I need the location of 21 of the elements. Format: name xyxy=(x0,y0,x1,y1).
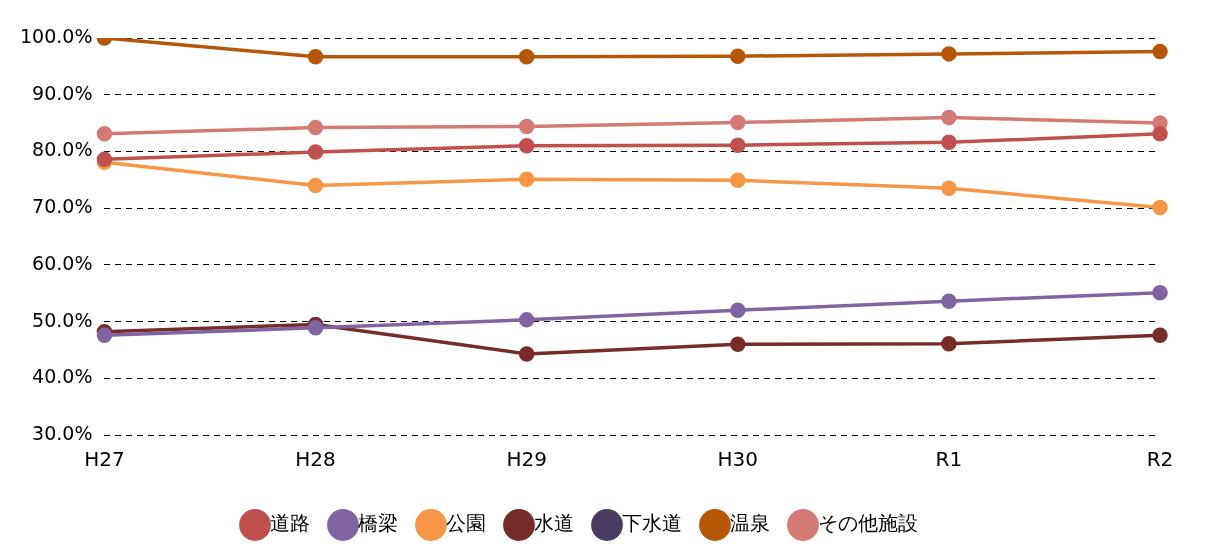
x-tick-label: H29 xyxy=(506,447,547,472)
y-tick-label: 40.0% xyxy=(32,365,93,388)
y-tick-label: 60.0% xyxy=(32,251,93,274)
x-tick-label: H28 xyxy=(295,447,336,472)
x-tick-label: R2 xyxy=(1146,447,1174,472)
x-tick-label: H30 xyxy=(717,447,759,472)
legend-label: 水道 xyxy=(534,511,574,536)
legend-label: 道路 xyxy=(270,511,310,536)
y-tick-label: 90.0% xyxy=(32,81,93,104)
legend-label: 公園 xyxy=(446,511,486,536)
x-tick-label: H27 xyxy=(84,447,125,472)
y-tick-label: 100.0% xyxy=(19,24,93,47)
legend-label: 橋梁 xyxy=(358,511,398,536)
legend-label: 下水道 xyxy=(622,511,682,536)
legend-label: その他施設 xyxy=(818,511,918,536)
y-tick-label: 80.0% xyxy=(32,138,93,161)
x-tick-label: R1 xyxy=(935,447,963,472)
y-tick-label: 50.0% xyxy=(32,308,93,331)
y-tick-label: 70.0% xyxy=(32,195,93,218)
legend-label: 温泉 xyxy=(730,511,770,536)
y-tick-label: 30.0% xyxy=(32,421,93,444)
